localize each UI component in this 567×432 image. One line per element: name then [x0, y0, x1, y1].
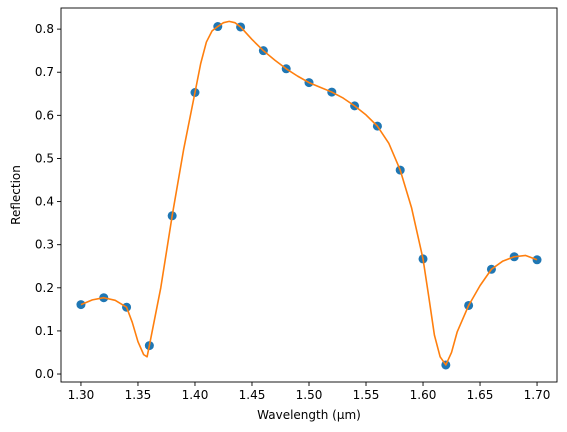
- y-axis-label: Reflection: [9, 165, 23, 225]
- x-tick-label: 1.65: [467, 388, 494, 402]
- x-tick-label: 1.55: [353, 388, 380, 402]
- y-tick-label: 0.7: [35, 65, 54, 79]
- y-tick-label: 0.1: [35, 324, 54, 338]
- axis-ticks: 1.30 1.35 1.40 1.45 1.50 1.55 1.60 1.65 1.70 0.0 0…: [35, 22, 550, 402]
- y-tick-label: 0.3: [35, 238, 54, 252]
- y-tick-label: 0.4: [35, 195, 54, 209]
- y-tick-label: 0.2: [35, 281, 54, 295]
- y-tick-label: 0.5: [35, 151, 54, 165]
- y-tick-label: 0.8: [35, 22, 54, 36]
- y-tick-label: 0.6: [35, 108, 54, 122]
- x-axis-label: Wavelength (μm): [257, 408, 361, 422]
- x-tick-label: 1.35: [125, 388, 152, 402]
- y-tick-label: 0.0: [35, 367, 54, 381]
- x-tick-label: 1.45: [239, 388, 266, 402]
- fit-curve: [80, 20, 538, 366]
- axes-frame: [60, 7, 558, 383]
- x-tick-label: 1.70: [524, 388, 551, 402]
- plot-area: [76, 20, 542, 370]
- x-tick-label: 1.30: [68, 388, 95, 402]
- x-tick-label: 1.40: [182, 388, 209, 402]
- x-tick-label: 1.50: [296, 388, 323, 402]
- x-tick-label: 1.60: [410, 388, 437, 402]
